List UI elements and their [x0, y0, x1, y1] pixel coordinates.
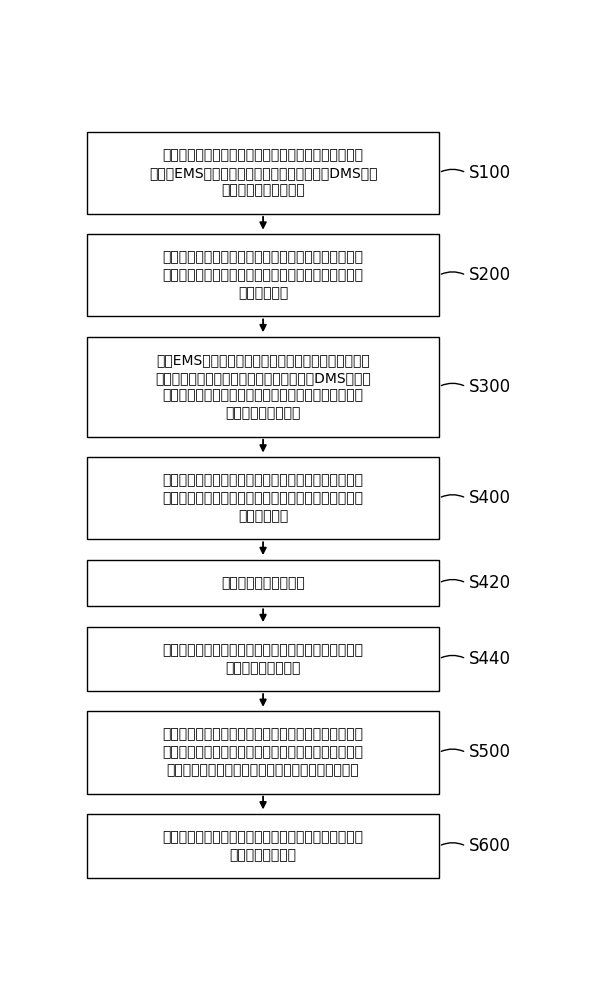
Text: S600: S600 — [468, 837, 511, 855]
Text: S440: S440 — [468, 650, 511, 668]
Text: S100: S100 — [468, 164, 511, 182]
Text: S300: S300 — [468, 378, 511, 396]
Text: S420: S420 — [468, 574, 511, 592]
Bar — [87, 132, 439, 214]
Text: S400: S400 — [468, 489, 511, 507]
Text: S500: S500 — [468, 743, 511, 761]
Text: 根据所述多次迭代计算结果，指定所述信息交互模型中
的数据进行交互，当进行交互的数据满足预设的输配电
网潮流收敛条件时，确定输配电网协同潮流计算结果: 根据所述多次迭代计算结果，指定所述信息交互模型中 的数据进行交互，当进行交互的数… — [163, 728, 363, 777]
Text: 根据所述输配电网协同潮流计算结果，对所述输配电网
协同潮流进行控制: 根据所述输配电网协同潮流计算结果，对所述输配电网 协同潮流进行控制 — [163, 830, 363, 862]
Bar — [87, 814, 439, 878]
Text: 根据所述输电系统模型多次潮流计算结果和所述配电系
统模型多次潮流计算结果进行多次迭代计算，获取多次
迭代计算结果: 根据所述输电系统模型多次潮流计算结果和所述配电系 统模型多次潮流计算结果进行多次… — [163, 473, 363, 523]
Bar — [87, 457, 439, 539]
Text: 保存所述迭代计算结果: 保存所述迭代计算结果 — [221, 576, 305, 590]
Bar — [87, 560, 439, 606]
Text: 保持输电系统模型与配电系统模型中所有设备电气状态
和人工设置状态一致: 保持输电系统模型与配电系统模型中所有设备电气状态 和人工设置状态一致 — [163, 643, 363, 675]
Text: 遍历电力系统，对电力系统中输电网和配电网进行分区
，根据EMS对输电网建立输电系统模型，根据DMS对配
电网建立配电系统模型: 遍历电力系统，对电力系统中输电网和配电网进行分区 ，根据EMS对输电网建立输电系… — [149, 148, 378, 198]
Text: S200: S200 — [468, 266, 511, 284]
Bar — [87, 337, 439, 437]
Bar — [87, 627, 439, 691]
Bar — [87, 234, 439, 316]
Text: 利用EMS的潮流计算方式对输电网进行多次潮流计算，
获取输电系统模型多次潮流计算结果，利用DMS的潮流
计算方式对配电网进行潮流多次计算，获取配电系统模
型多次: 利用EMS的潮流计算方式对输电网进行多次潮流计算， 获取输电系统模型多次潮流计算… — [155, 353, 371, 420]
Bar — [87, 711, 439, 794]
Text: 建立输电网与配电网之间的信息交互模型，以使所述输
电系统模型通过所述信息交互模型与所述配电系统模型
进行数据交互: 建立输电网与配电网之间的信息交互模型，以使所述输 电系统模型通过所述信息交互模型… — [163, 250, 363, 300]
